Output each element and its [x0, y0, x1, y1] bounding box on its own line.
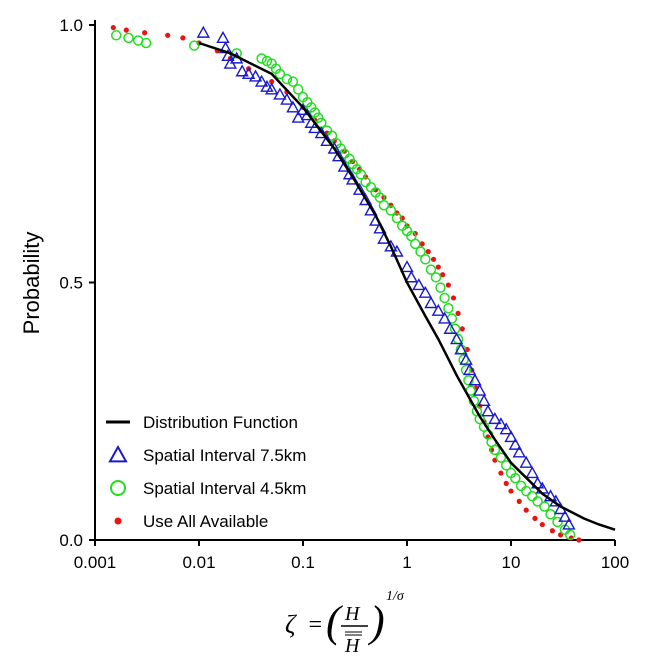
data-point-all-available: [508, 488, 513, 493]
x-tick-label: 0.1: [291, 553, 315, 572]
data-point-7-5km: [482, 406, 493, 416]
legend-label: Distribution Function: [143, 413, 298, 432]
data-point-7-5km: [402, 262, 413, 272]
data-point-all-available: [532, 516, 537, 521]
data-point-all-available: [446, 282, 451, 287]
data-point-7-5km: [217, 32, 228, 42]
data-point-all-available: [426, 249, 431, 254]
data-point-all-available: [142, 30, 147, 35]
data-point-4-5km: [546, 510, 555, 519]
x-tick-label: 0.01: [182, 553, 215, 572]
xlabel-open-paren: (: [326, 597, 343, 646]
data-point-4-5km: [528, 492, 537, 501]
legend-item: Spatial Interval 7.5km: [110, 446, 306, 465]
x-tick-label: 0.001: [74, 553, 117, 572]
data-point-4-5km: [190, 41, 199, 50]
data-point-4-5km: [142, 39, 151, 48]
legend-circle-swatch: [111, 481, 125, 495]
x-ticks: 0.001 0.01 0.1 1 10 100: [74, 540, 629, 572]
data-point-4-5km: [540, 502, 549, 511]
data-point-all-available: [124, 28, 129, 33]
data-point-all-available: [431, 257, 436, 262]
data-point-all-available: [456, 311, 461, 316]
x-tick-label: 100: [601, 553, 629, 572]
data-point-4-5km: [440, 293, 449, 302]
legend-item: Spatial Interval 4.5km: [111, 479, 306, 498]
data-point-4-5km: [444, 304, 453, 313]
data-point-7-5km: [406, 272, 417, 282]
data-point-4-5km: [436, 283, 445, 292]
data-point-all-available: [165, 33, 170, 38]
legend-dot-swatch: [115, 518, 122, 525]
y-tick-label: 0.5: [59, 274, 83, 293]
data-point-all-available: [180, 35, 185, 40]
y-tick-label: 0.0: [59, 531, 83, 550]
data-point-4-5km: [517, 481, 526, 490]
xlabel-close-paren: ): [367, 597, 385, 646]
data-point-all-available: [540, 522, 545, 527]
x-tick-label: 1: [402, 553, 411, 572]
data-point-4-5km: [112, 31, 121, 40]
data-point-all-available: [550, 528, 555, 533]
y-tick-label: 1.0: [59, 16, 83, 35]
data-point-4-5km: [124, 33, 133, 42]
data-point-4-5km: [421, 255, 430, 264]
data-point-all-available: [436, 264, 441, 269]
legend-item: Distribution Function: [106, 413, 298, 432]
x-tick-label: 10: [502, 553, 521, 572]
data-point-all-available: [517, 499, 522, 504]
legend-label: Spatial Interval 7.5km: [143, 446, 306, 465]
data-point-4-5km: [522, 487, 531, 496]
data-point-4-5km: [257, 54, 266, 63]
data-point-all-available: [111, 25, 116, 30]
y-ticks: 0.0 0.5 1.0: [59, 16, 95, 550]
xlabel-zeta: ζ: [285, 610, 297, 639]
data-point-all-available: [498, 470, 503, 475]
legend-item: Use All Available: [115, 512, 269, 531]
legend: Distribution Function Spatial Interval 7.…: [106, 413, 306, 531]
legend-label: Spatial Interval 4.5km: [143, 479, 306, 498]
data-point-7-5km: [527, 468, 538, 478]
legend-label: Use All Available: [143, 512, 268, 531]
legend-triangle-swatch: [110, 447, 126, 461]
data-point-7-5km: [425, 298, 436, 308]
data-point-all-available: [504, 481, 509, 486]
data-point-all-available: [576, 537, 581, 542]
data-point-7-5km: [521, 457, 532, 467]
xlabel-numerator: H: [344, 603, 361, 625]
xlabel-denominator: H: [344, 635, 361, 656]
x-axis-label: ζ = ( H H ) 1/σ: [285, 589, 405, 656]
y-axis-label: Probability: [19, 232, 44, 335]
data-point-all-available: [451, 295, 456, 300]
data-point-all-available: [460, 326, 465, 331]
xlabel-exponent: 1/σ: [386, 589, 405, 604]
data-point-7-5km: [198, 27, 209, 37]
data-point-4-5km: [431, 273, 440, 282]
xlabel-equals: =: [307, 612, 323, 638]
data-point-all-available: [524, 508, 529, 513]
